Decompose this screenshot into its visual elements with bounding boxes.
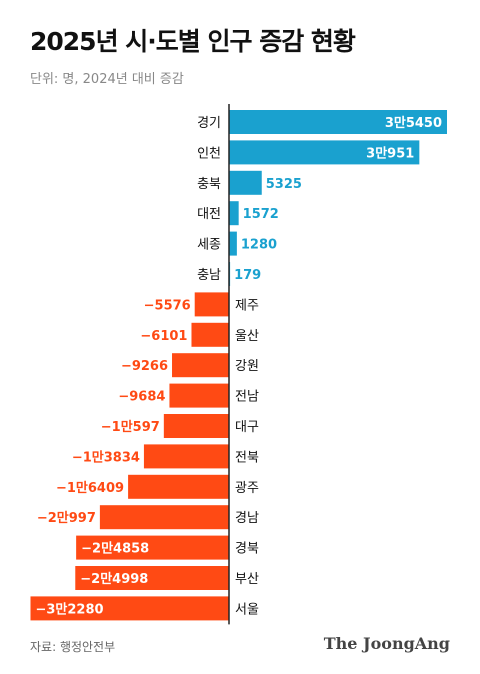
- category-label: 부산: [235, 572, 259, 587]
- bar-경기: [229, 110, 447, 134]
- value-label: −5576: [144, 298, 191, 313]
- bar-전북: [143, 444, 229, 469]
- value-label: −9684: [118, 390, 165, 405]
- bar-세종: [229, 231, 237, 256]
- bar-울산: [191, 322, 229, 347]
- value-label: −3만2280: [35, 601, 103, 617]
- value-label: 1572: [243, 207, 279, 222]
- chart-subtitle: 단위: 명, 2024년 대비 증감: [30, 72, 184, 87]
- value-label: 5325: [266, 177, 302, 192]
- category-label: 경기: [197, 116, 221, 131]
- category-label: 경남: [235, 511, 259, 526]
- bar-경북: [76, 535, 229, 560]
- value-label: −2만4858: [81, 541, 149, 557]
- category-label: 충북: [197, 177, 221, 192]
- category-label: 울산: [235, 329, 259, 344]
- value-label: 179: [234, 268, 261, 283]
- bar-강원: [172, 353, 229, 378]
- category-label: 대전: [197, 207, 221, 222]
- value-label: −2만4998: [80, 571, 148, 587]
- category-label: 경북: [235, 542, 259, 557]
- value-label: 3만5450: [385, 115, 442, 131]
- category-label: 대구: [235, 420, 259, 435]
- source-note: 자료: 행정안전부: [30, 640, 116, 654]
- bar-부산: [75, 566, 229, 590]
- value-label: −1만597: [101, 419, 160, 435]
- value-label: −1만6409: [56, 480, 124, 496]
- category-label: 세종: [197, 238, 221, 253]
- category-label: 강원: [235, 359, 259, 374]
- value-label: 1280: [241, 238, 277, 253]
- value-label: −6101: [140, 329, 187, 344]
- bar-광주: [128, 474, 229, 499]
- category-label: 제주: [235, 298, 259, 313]
- bars-group: 경기 3만5450 인천 3만951 충북 5325 대전 1572 세종 1280 충남 179 제주…: [30, 110, 447, 621]
- category-label: 충남: [197, 268, 221, 283]
- category-label: 서울: [235, 602, 259, 617]
- value-label: −1만3834: [72, 449, 140, 465]
- bar-충북: [229, 170, 262, 195]
- category-label: 전북: [235, 450, 259, 465]
- value-label: 3만951: [366, 145, 414, 161]
- bar-제주: [194, 292, 229, 317]
- category-label: 전남: [235, 390, 259, 405]
- chart-title: 2025년 시·도별 인구 증감 현황: [30, 27, 356, 56]
- bar-전남: [169, 383, 229, 408]
- bar-대구: [163, 414, 229, 438]
- value-label: −9266: [121, 359, 168, 374]
- category-label: 인천: [197, 146, 221, 161]
- category-label: 광주: [235, 481, 259, 496]
- bar-인천: [229, 140, 420, 165]
- publisher-logo: The JoongAng: [323, 634, 450, 653]
- value-label: −2만997: [37, 510, 96, 526]
- bar-경남: [99, 505, 229, 530]
- bar-대전: [229, 201, 239, 226]
- bar-서울: [30, 596, 230, 621]
